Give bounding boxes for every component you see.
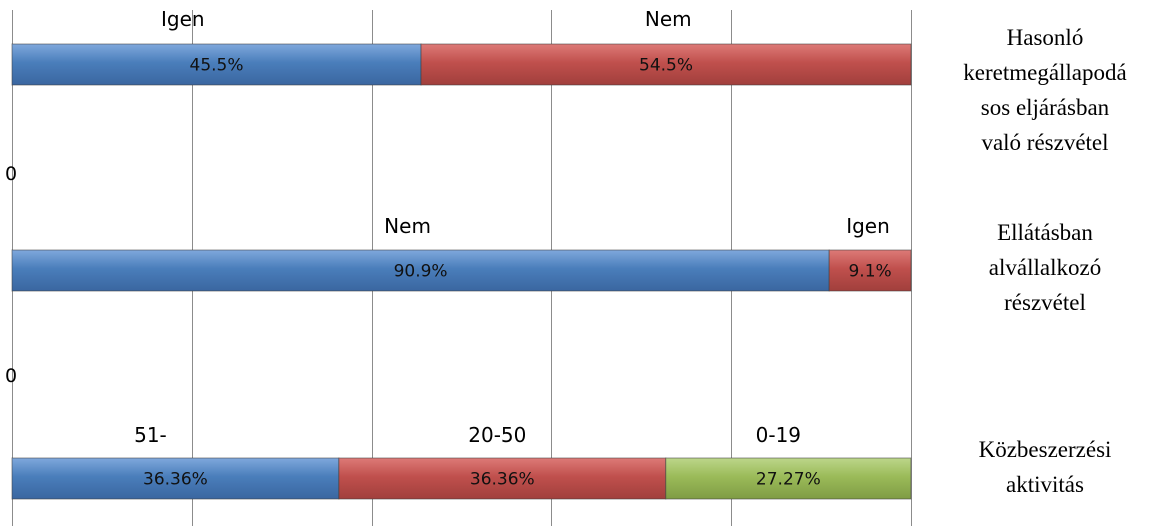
bar-segment [665,457,912,500]
category-label: Hasonló [1007,25,1084,50]
series-label: Nem [645,7,692,31]
bar-segment [11,457,340,500]
category-label: alvállalkozó [989,255,1101,280]
data-label: 54.5% [639,56,693,76]
axis-tick-label: 0 [5,365,17,387]
axis-tick-label: 0 [5,163,17,185]
series-label: Igen [161,7,205,31]
series-label: Nem [384,214,431,238]
series-label: Igen [846,214,890,238]
bar-segment [338,457,667,500]
bar-segment [11,43,422,86]
category-label: Ellátásban [997,220,1093,245]
data-label: 36.36% [143,470,208,490]
bar-segment [420,43,912,86]
category-label: keretmegállapodá [963,60,1126,85]
category-label: sos eljárásban [981,95,1110,120]
category-label: aktivitás [1006,472,1084,497]
category-label: Közbeszerzési [979,437,1112,462]
data-label: 90.9% [394,262,448,282]
category-label: részvétel [1004,290,1086,315]
data-label: 36.36% [470,470,535,490]
bars [11,43,912,500]
data-label: 27.27% [756,470,821,490]
series-label: 51- [134,423,167,447]
data-label: 45.5% [190,56,244,76]
series-label: 0-19 [756,423,801,447]
series-label: 20-50 [468,423,526,447]
bar-segment [828,249,912,292]
labels: 0 0 45.5% Igen 54.5% Nem Hasonló keretmegállapo… [5,7,1127,497]
data-label: 9.1% [848,262,891,282]
category-label: való részvétel [981,130,1108,155]
